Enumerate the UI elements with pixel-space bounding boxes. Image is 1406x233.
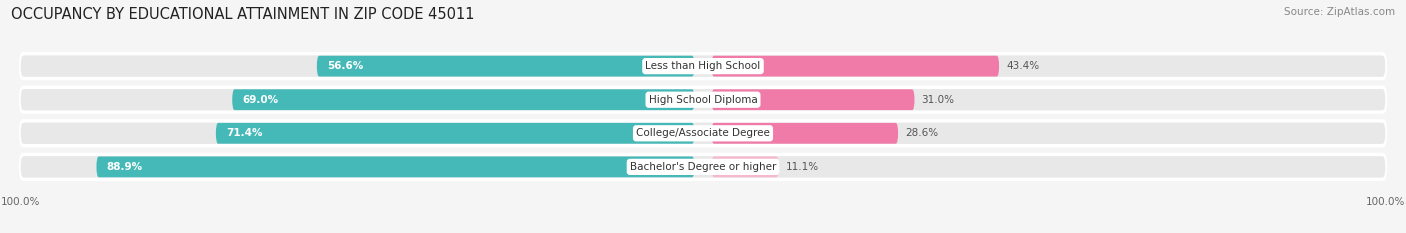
FancyBboxPatch shape [21, 87, 1385, 112]
Text: 71.4%: 71.4% [226, 128, 263, 138]
FancyBboxPatch shape [316, 56, 695, 76]
Text: Less than High School: Less than High School [645, 61, 761, 71]
FancyBboxPatch shape [711, 56, 1000, 76]
Text: OCCUPANCY BY EDUCATIONAL ATTAINMENT IN ZIP CODE 45011: OCCUPANCY BY EDUCATIONAL ATTAINMENT IN Z… [11, 7, 475, 22]
FancyBboxPatch shape [21, 89, 1385, 110]
Text: 31.0%: 31.0% [921, 95, 955, 105]
Text: High School Diploma: High School Diploma [648, 95, 758, 105]
Text: College/Associate Degree: College/Associate Degree [636, 128, 770, 138]
Text: Bachelor's Degree or higher: Bachelor's Degree or higher [630, 162, 776, 172]
FancyBboxPatch shape [21, 121, 1385, 146]
FancyBboxPatch shape [711, 157, 779, 177]
FancyBboxPatch shape [21, 123, 1385, 144]
FancyBboxPatch shape [711, 123, 898, 144]
FancyBboxPatch shape [21, 56, 1385, 76]
Text: 43.4%: 43.4% [1005, 61, 1039, 71]
FancyBboxPatch shape [217, 123, 695, 144]
FancyBboxPatch shape [711, 89, 914, 110]
Text: 28.6%: 28.6% [905, 128, 938, 138]
Text: 56.6%: 56.6% [328, 61, 363, 71]
FancyBboxPatch shape [21, 54, 1385, 79]
FancyBboxPatch shape [21, 154, 1385, 179]
Text: 69.0%: 69.0% [242, 95, 278, 105]
FancyBboxPatch shape [21, 157, 1385, 177]
Text: 88.9%: 88.9% [107, 162, 143, 172]
FancyBboxPatch shape [97, 157, 695, 177]
FancyBboxPatch shape [232, 89, 695, 110]
Text: 11.1%: 11.1% [786, 162, 818, 172]
Text: Source: ZipAtlas.com: Source: ZipAtlas.com [1284, 7, 1395, 17]
